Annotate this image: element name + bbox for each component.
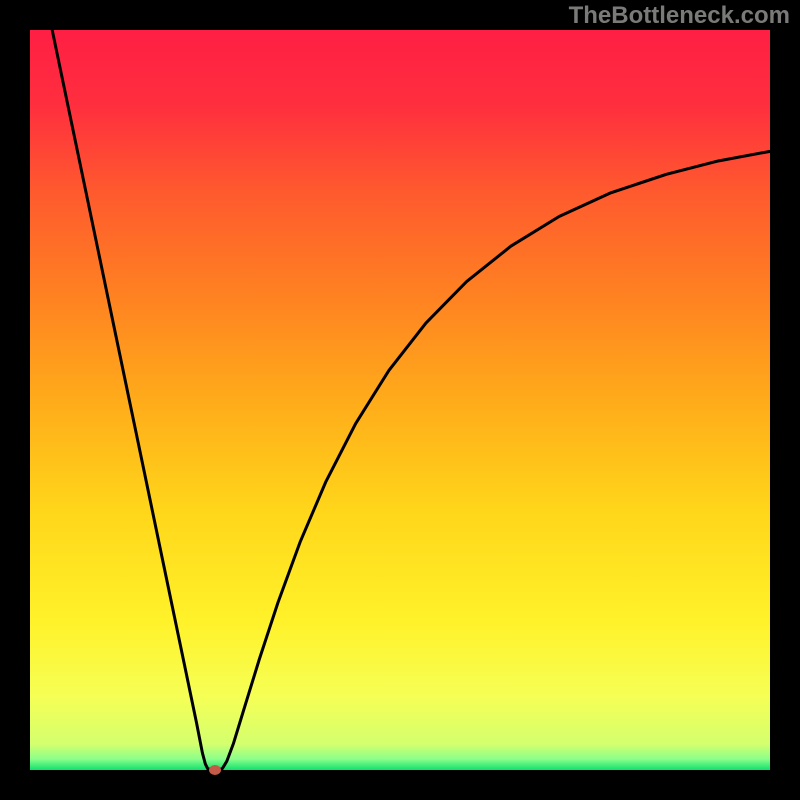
- watermark-text: TheBottleneck.com: [569, 2, 790, 30]
- plot-background: [30, 30, 770, 770]
- optimum-marker: [209, 765, 221, 775]
- bottleneck-chart: [0, 0, 800, 800]
